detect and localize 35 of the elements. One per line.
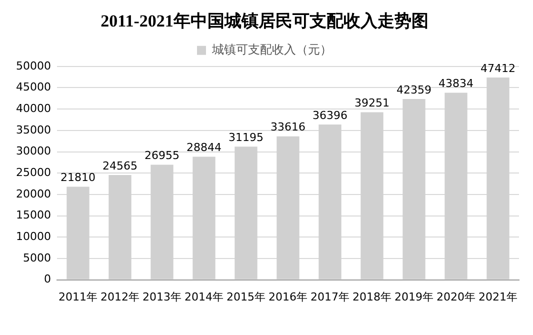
y-tick-label: 0 [44,272,51,286]
x-tick-label: 2018年 [352,290,392,304]
data-label: 28844 [186,141,222,154]
data-label: 47412 [480,62,516,75]
legend-label: 城镇可支配收入（元） [211,42,332,57]
data-label: 21810 [60,171,96,184]
y-tick-label: 50000 [16,59,51,72]
x-tick-label: 2012年 [100,290,140,304]
data-label: 36396 [312,108,348,122]
data-label: 26955 [144,149,180,162]
chart-title: 2011-2021年中国城镇居民可支配收入走势图 [100,12,428,31]
y-tick-label: 15000 [16,208,51,222]
x-tick-label: 2015年 [226,290,266,304]
data-label: 39251 [354,96,390,110]
data-label: 33616 [270,120,306,134]
x-tick-label: 2013年 [142,290,182,304]
x-tick-label: 2019年 [394,290,434,304]
x-tick-label: 2017年 [310,290,350,304]
data-label: 31195 [228,131,264,144]
y-tick-label: 10000 [16,230,51,243]
x-tick-label: 2020年 [436,290,476,304]
y-tick-label: 45000 [16,80,51,94]
data-label: 43834 [438,77,474,90]
x-tick-label: 2014年 [184,290,224,304]
x-tick-label: 2011年 [58,290,98,304]
x-tick-label: 2021年 [478,290,518,304]
data-label: 42359 [396,83,432,96]
y-tick-label: 35000 [16,123,51,136]
x-tick-label: 2016年 [268,290,308,304]
y-tick-label: 20000 [16,187,51,200]
data-label: 24565 [102,159,138,172]
y-tick-label: 25000 [16,166,51,179]
y-tick-label: 30000 [16,144,51,158]
y-tick-label: 40000 [16,102,51,115]
y-tick-label: 5000 [22,251,51,264]
